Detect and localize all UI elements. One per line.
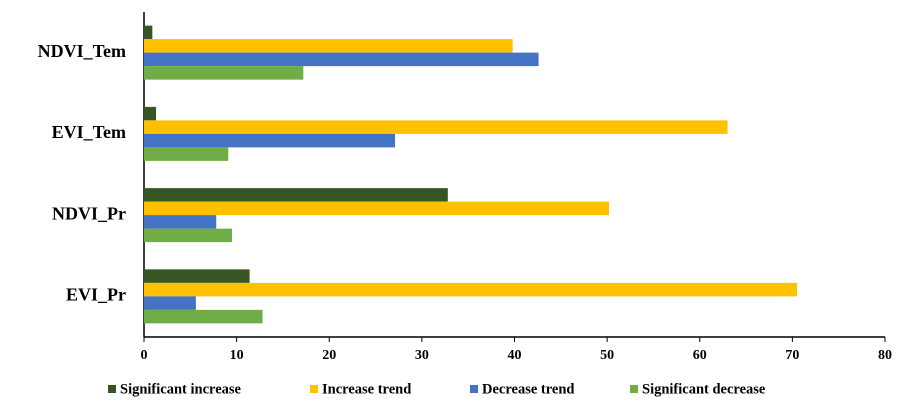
bar [144, 309, 263, 324]
x-tick-label: 80 [878, 348, 892, 363]
legend-swatch [630, 385, 638, 393]
legend-label: Significant increase [120, 381, 242, 397]
x-tick-label: 60 [693, 348, 707, 363]
bar [144, 39, 513, 53]
bar [144, 147, 229, 161]
x-tick-label: 20 [322, 348, 336, 363]
y-tick-label: NDVI_Pr [52, 203, 126, 223]
bar [144, 52, 539, 67]
x-tick-label: 70 [785, 348, 799, 363]
bar [144, 188, 448, 202]
x-tick-label: 40 [508, 348, 522, 363]
bar [144, 133, 396, 148]
y-tick-label: EVI_Tem [52, 122, 126, 142]
y-tick-label: NDVI_Tem [38, 41, 126, 61]
bar [144, 296, 196, 310]
legend-swatch [310, 385, 318, 393]
x-tick-label: 50 [600, 348, 614, 363]
x-tick-label: 30 [415, 348, 429, 363]
legend-label: Increase trend [322, 381, 411, 397]
bar [144, 228, 232, 243]
bar [144, 66, 304, 80]
x-tick-label: 0 [141, 348, 148, 363]
bar [144, 282, 798, 297]
legend-swatch [108, 385, 116, 393]
y-tick-label: EVI_Pr [66, 285, 126, 305]
legend-label: Significant decrease [642, 381, 766, 397]
bar [144, 215, 217, 229]
bar [144, 120, 728, 134]
bar [144, 25, 153, 40]
x-tick-label: 10 [230, 348, 244, 363]
legend-label: Decrease trend [482, 381, 574, 397]
bar [144, 269, 250, 283]
legend-swatch [470, 385, 478, 393]
bar [144, 106, 157, 121]
bar [144, 201, 609, 216]
